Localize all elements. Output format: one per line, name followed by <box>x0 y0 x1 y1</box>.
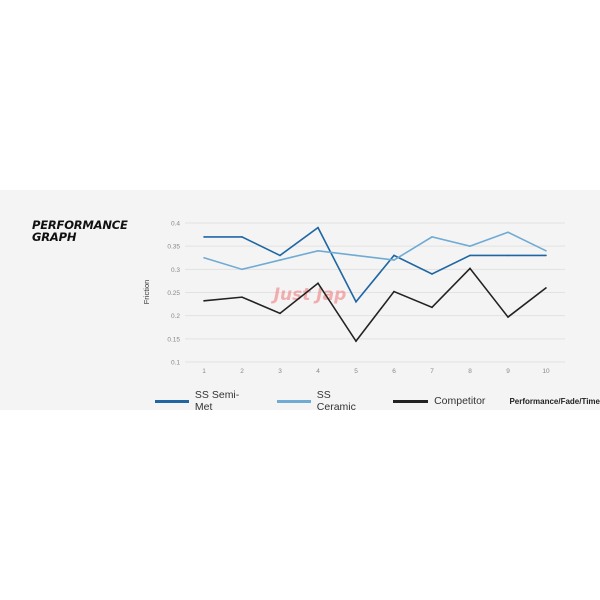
x-tick-label: 1 <box>202 368 206 375</box>
y-tick-label: 0.35 <box>167 244 180 251</box>
legend: SS Semi-Met SS Ceramic Competitor Perfor… <box>155 389 600 413</box>
data-point <box>469 267 471 270</box>
data-point <box>203 236 205 238</box>
data-point <box>469 254 471 257</box>
x-tick-label: 4 <box>316 368 320 375</box>
x-tick-label: 9 <box>506 368 510 375</box>
legend-label: SS Ceramic <box>316 389 356 413</box>
data-point <box>203 300 205 302</box>
x-axis-label: Performance/Fade/Time <box>509 396 600 406</box>
data-point <box>241 236 243 238</box>
data-point <box>355 340 357 342</box>
y-tick-label: 0.3 <box>171 267 180 274</box>
series-line-competitor <box>203 267 547 343</box>
data-point <box>507 316 509 318</box>
x-tick-label: 6 <box>392 368 396 375</box>
data-point <box>279 259 281 261</box>
data-point <box>507 231 509 234</box>
data-point <box>279 312 281 315</box>
data-point <box>317 226 319 229</box>
legend-item-semi-met: SS Semi-Met <box>155 389 255 413</box>
y-tick-label: 0.2 <box>171 313 180 320</box>
x-tick-label: 5 <box>354 368 358 375</box>
data-point <box>241 296 243 298</box>
series-line-ss-ceramic <box>203 231 547 271</box>
data-point <box>393 290 395 293</box>
legend-swatch <box>155 399 189 403</box>
data-point <box>545 250 547 252</box>
legend-item-competitor: Competitor <box>393 395 485 407</box>
legend-swatch <box>393 399 429 403</box>
data-point <box>431 306 433 309</box>
data-point <box>545 287 547 289</box>
data-point <box>469 245 471 247</box>
series-line-ss-semi-met <box>204 226 546 304</box>
legend-label: SS Semi-Met <box>194 389 240 413</box>
data-point <box>355 254 357 257</box>
x-tick-label: 10 <box>542 368 550 375</box>
y-axis-label: Friction <box>142 280 151 305</box>
watermark-logo: Just Jap <box>271 285 347 305</box>
legend-label: Competitor <box>434 395 486 407</box>
y-tick-label: 0.1 <box>171 360 180 367</box>
chart-background <box>0 190 600 410</box>
y-tick-label: 0.15 <box>167 336 180 343</box>
data-point <box>279 254 281 257</box>
x-tick-label: 2 <box>240 368 244 375</box>
data-point <box>393 259 395 261</box>
x-tick-label: 3 <box>278 368 282 375</box>
x-tick-label: 7 <box>430 368 434 375</box>
x-tick-label: 8 <box>468 368 472 375</box>
data-point <box>393 254 395 257</box>
data-point <box>317 282 319 285</box>
legend-swatch <box>276 399 311 403</box>
chart-title: PERFORMANCE GRAPH <box>32 218 128 244</box>
data-point <box>203 256 205 259</box>
y-tick-label: 0.4 <box>171 221 180 228</box>
data-point <box>241 268 243 271</box>
legend-item-ceramic: SS Ceramic <box>276 389 371 413</box>
data-point <box>431 273 433 275</box>
data-point <box>545 254 547 257</box>
data-point <box>507 254 509 257</box>
data-point <box>431 236 433 238</box>
data-point <box>317 250 319 252</box>
data-point <box>355 300 357 303</box>
y-tick-label: 0.25 <box>167 290 180 297</box>
